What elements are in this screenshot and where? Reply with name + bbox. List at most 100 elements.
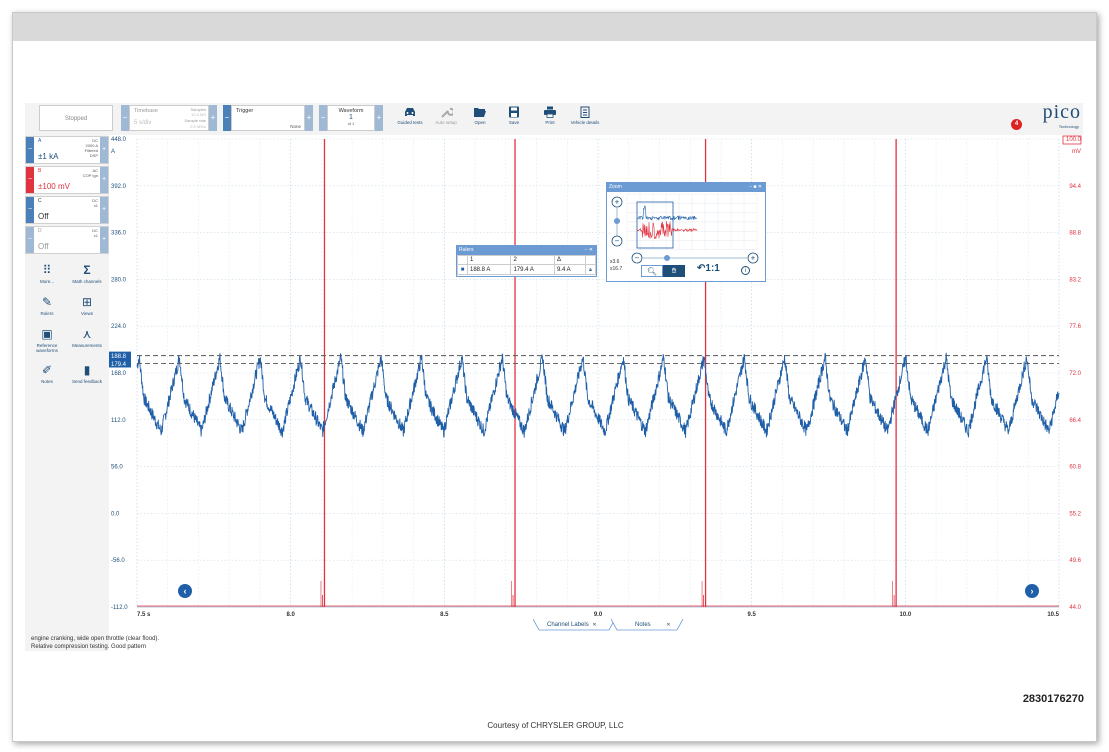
tab-notes[interactable]: Notes ✕: [621, 619, 671, 631]
channel-b-settings: AC COP Ign: [83, 168, 98, 178]
right-axis-labels: 100.0 94.4 88.8 83.2 77.6 72.0 66.4 60.8 55.2 49.…: [1062, 135, 1082, 611]
auto-setup-button[interactable]: Auto setup: [429, 106, 463, 125]
right-tick-label: 44.0: [1069, 605, 1081, 611]
trigger-decrease-button[interactable]: −: [223, 105, 231, 131]
reference-waveforms-label: Reference waveforms: [36, 343, 58, 353]
right-tick-label: 55.2: [1069, 511, 1081, 517]
zoom-preview[interactable]: + − − +: [607, 192, 767, 282]
close-icon[interactable]: − ✕: [584, 247, 594, 253]
close-icon[interactable]: ✕: [592, 622, 597, 628]
status-label: Stopped: [64, 116, 88, 122]
right-tick-label: 72.0: [1069, 371, 1081, 377]
send-feedback-button[interactable]: ▮ Send feedback: [69, 363, 105, 384]
print-button[interactable]: Print: [535, 106, 565, 125]
right-tick-label: 83.2: [1069, 277, 1081, 283]
right-axis-marker[interactable]: [1062, 135, 1082, 145]
channel-b-decrease-button[interactable]: −: [26, 167, 34, 193]
channel-d-probe: x1: [93, 233, 98, 238]
close-icon[interactable]: − ■ ✕: [749, 184, 762, 190]
channel-d-control[interactable]: − D DC x1 Off +: [25, 226, 109, 254]
rulers-window[interactable]: Rulers − ✕ 1 2 Δ ■ 188.8 A 179.4 A 9.4 A…: [456, 245, 597, 277]
waveform-control[interactable]: Waveform 1 of 1: [327, 105, 375, 131]
pico-logo: pico Technology: [1025, 101, 1083, 133]
zoom-in-horizontal-icon[interactable]: [747, 252, 759, 264]
measurements-button[interactable]: ⋏ Measurements: [69, 327, 105, 348]
tab-channel-labels[interactable]: Channel Labels ✕: [533, 619, 597, 631]
vertical-zoom-thumb[interactable]: [614, 218, 620, 224]
pan-tool-button[interactable]: ✋︎: [663, 265, 685, 277]
scope-view[interactable]: 448.0 392.0 336.0 280.0 224.0 168.0 112.0 56.0 0…: [109, 135, 1083, 619]
vehicle-details-button[interactable]: Vehicle details: [565, 106, 605, 125]
notes-panel[interactable]: engine cranking, wide open throttle (cle…: [25, 633, 1083, 651]
ruler-handle[interactable]: [109, 359, 131, 368]
sigma-icon: Σ: [83, 263, 91, 277]
open-button[interactable]: Open: [465, 106, 495, 125]
zoom-out-vertical-icon[interactable]: [611, 235, 623, 247]
logo-subtext: Technology: [1058, 124, 1079, 129]
views-label: Views: [81, 311, 93, 316]
zoom-tool-button[interactable]: 🔍︎: [641, 265, 663, 277]
reset-zoom-button[interactable]: ↶1:1: [697, 263, 720, 277]
ruler-lines[interactable]: 188.8 179.4: [109, 351, 1059, 368]
trigger-control[interactable]: Trigger None: [231, 105, 305, 131]
channel-c-control[interactable]: − C DC x1 Off +: [25, 196, 109, 224]
zoom-out-horizontal-icon[interactable]: [631, 252, 643, 264]
zoom-in-vertical-icon[interactable]: [611, 196, 623, 208]
channel-a-extra: DSP: [89, 153, 98, 158]
trigger-increase-button[interactable]: +: [305, 105, 313, 131]
waveform-label: Waveform: [338, 108, 364, 114]
tab-channel-labels-shape: [533, 619, 616, 631]
notes-button[interactable]: ✐ Notes: [29, 363, 65, 384]
zoom-visible-region[interactable]: [636, 201, 674, 249]
left-tick-label: -56.0: [111, 558, 125, 564]
ruler-handle[interactable]: [109, 351, 131, 360]
rulers-table: 1 2 Δ ■ 188.8 A 179.4 A 9.4 A 🔒︎: [457, 255, 596, 275]
waveform-previous-button[interactable]: −: [319, 105, 327, 131]
views-button[interactable]: ⊞ Views: [69, 295, 105, 316]
clipboard-icon: [580, 106, 590, 118]
magnifier-icon: 🔍︎: [646, 267, 658, 276]
timebase-increase-button[interactable]: +: [209, 105, 217, 131]
send-feedback-label: Send feedback: [71, 379, 103, 384]
waveform-next-button[interactable]: +: [375, 105, 383, 131]
more-button[interactable]: ⠿ More...: [29, 263, 65, 284]
channel-a-control[interactable]: − A DC 2000 A Filtered DSP ±1 kA +: [25, 136, 109, 164]
timebase-control[interactable]: Timebase 5 s/div Samples 12.5 MS Sample …: [129, 105, 209, 131]
close-icon[interactable]: ✕: [666, 622, 671, 628]
horizontal-zoom-thumb[interactable]: [664, 255, 670, 261]
samples-label: Samples: [190, 107, 206, 112]
channel-a-decrease-button[interactable]: −: [26, 137, 34, 163]
figure-id: 2830176270: [1022, 693, 1084, 705]
rulers-window-header[interactable]: Rulers − ✕: [457, 246, 596, 255]
reference-waveforms-button[interactable]: ▣ Reference waveforms: [29, 327, 65, 353]
zoom-window-header[interactable]: Zoom − ■ ✕: [607, 183, 765, 192]
plus-glyph: +: [751, 254, 756, 263]
channel-d-decrease-button[interactable]: −: [26, 227, 34, 253]
math-channels-button[interactable]: Σ Math channels: [69, 263, 105, 284]
info-icon[interactable]: i: [741, 266, 750, 275]
channel-a-trace: [136, 352, 1060, 439]
channel-b-control[interactable]: − B AC COP Ign ±100 mV +: [25, 166, 109, 194]
left-tick-label: 56.0: [111, 465, 123, 471]
rulers-header-cell: 2: [510, 255, 555, 265]
notification-badge[interactable]: 4: [1011, 119, 1022, 130]
ruler-label: 188.8: [111, 354, 127, 360]
ruler-2-value: 179.4 A: [510, 264, 555, 275]
timebase-decrease-button[interactable]: −: [121, 105, 129, 131]
channel-d-increase-button[interactable]: +: [100, 227, 108, 253]
rulers-button[interactable]: ✎ Rulers: [29, 295, 65, 316]
channel-b-increase-button[interactable]: +: [100, 167, 108, 193]
channel-c-decrease-button[interactable]: −: [26, 197, 34, 223]
lock-icon[interactable]: 🔒︎: [585, 264, 596, 275]
channel-c-increase-button[interactable]: +: [100, 197, 108, 223]
scroll-left-button[interactable]: ‹: [178, 584, 192, 598]
channel-a-probe: 2000 A: [85, 143, 98, 148]
status-button[interactable]: Stopped: [39, 105, 113, 131]
grid-icon: ⠿: [42, 263, 52, 277]
zoom-overview-window[interactable]: Zoom − ■ ✕ + − − + x3.6 x16.: [606, 182, 766, 282]
scroll-right-button[interactable]: ›: [1025, 584, 1039, 598]
right-tick-label: 77.6: [1069, 324, 1081, 330]
save-button[interactable]: Save: [499, 106, 529, 125]
guided-tests-button[interactable]: Guided tests: [393, 106, 427, 125]
channel-a-increase-button[interactable]: +: [100, 137, 108, 163]
